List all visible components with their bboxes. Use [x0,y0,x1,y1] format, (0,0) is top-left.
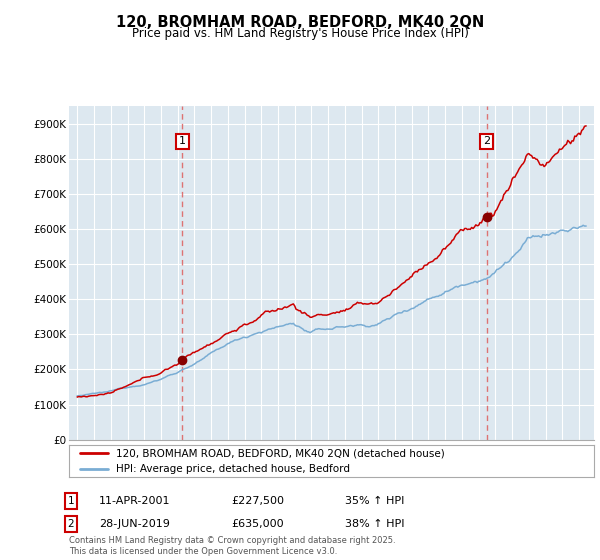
Text: £635,000: £635,000 [231,519,284,529]
Text: 1: 1 [179,137,186,147]
Text: 2: 2 [67,519,74,529]
Text: Price paid vs. HM Land Registry's House Price Index (HPI): Price paid vs. HM Land Registry's House … [131,27,469,40]
Text: 38% ↑ HPI: 38% ↑ HPI [345,519,404,529]
Text: 2: 2 [483,137,490,147]
Text: Contains HM Land Registry data © Crown copyright and database right 2025.
This d: Contains HM Land Registry data © Crown c… [69,536,395,556]
Text: £227,500: £227,500 [231,496,284,506]
Text: 28-JUN-2019: 28-JUN-2019 [99,519,170,529]
Text: 120, BROMHAM ROAD, BEDFORD, MK40 2QN (detached house): 120, BROMHAM ROAD, BEDFORD, MK40 2QN (de… [116,449,445,459]
Text: 11-APR-2001: 11-APR-2001 [99,496,170,506]
Text: HPI: Average price, detached house, Bedford: HPI: Average price, detached house, Bedf… [116,464,350,474]
Text: 35% ↑ HPI: 35% ↑ HPI [345,496,404,506]
Text: 1: 1 [67,496,74,506]
Text: 120, BROMHAM ROAD, BEDFORD, MK40 2QN: 120, BROMHAM ROAD, BEDFORD, MK40 2QN [116,15,484,30]
